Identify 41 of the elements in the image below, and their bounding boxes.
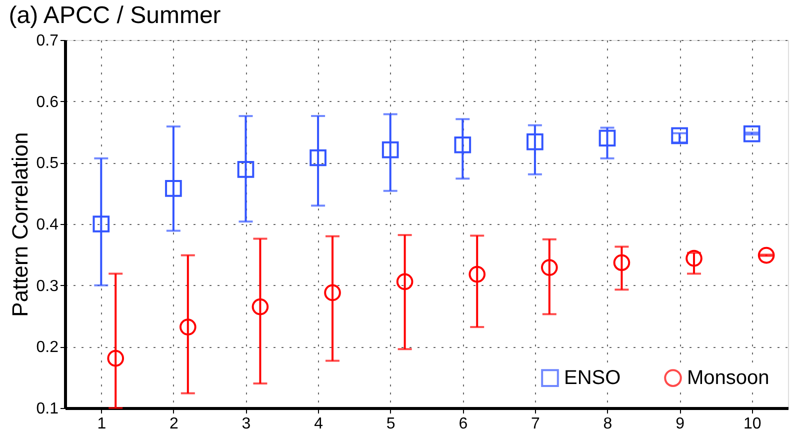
x-tick-label: 2 xyxy=(169,416,178,432)
x-tick-label: 1 xyxy=(97,416,106,432)
y-tick-label: 0.1 xyxy=(36,400,59,418)
point xyxy=(540,259,558,276)
point xyxy=(396,273,414,290)
y-tick-label: 0.6 xyxy=(36,94,59,111)
y-axis-title: Pattern Correlation xyxy=(7,132,32,317)
x-tick-label: 6 xyxy=(458,416,468,432)
point xyxy=(598,130,616,147)
x-tick-label: 9 xyxy=(676,416,685,432)
point xyxy=(613,254,630,272)
point xyxy=(310,149,326,166)
point xyxy=(382,141,399,158)
point xyxy=(179,318,196,336)
point xyxy=(165,180,182,197)
x-tick-label: 5 xyxy=(386,416,396,432)
y-tick-label: 0.3 xyxy=(36,278,59,295)
legend-label: Monsoon xyxy=(687,367,770,390)
y-tick-label: 0.5 xyxy=(36,155,59,172)
point xyxy=(237,160,254,178)
point xyxy=(324,284,341,302)
point xyxy=(743,125,760,142)
point xyxy=(526,133,544,150)
y-tick-label: 0.4 xyxy=(36,216,59,234)
x-tick-label: 7 xyxy=(530,416,540,432)
point xyxy=(107,350,124,367)
point xyxy=(92,216,110,232)
chart-title: (a) APCC / Summer xyxy=(8,2,221,29)
x-tick-label: 10 xyxy=(743,416,762,432)
y-tick-label: 0.2 xyxy=(36,339,59,356)
y-tick-label: 0.7 xyxy=(36,32,59,50)
x-tick-label: 4 xyxy=(314,416,324,432)
point xyxy=(468,266,486,283)
legend-label: ENSO xyxy=(564,367,621,390)
point xyxy=(454,136,472,154)
point xyxy=(758,246,775,264)
x-tick-label: 3 xyxy=(242,416,251,432)
x-tick-label: 8 xyxy=(603,416,612,432)
point xyxy=(686,250,702,267)
point xyxy=(671,127,688,144)
point xyxy=(252,298,269,316)
